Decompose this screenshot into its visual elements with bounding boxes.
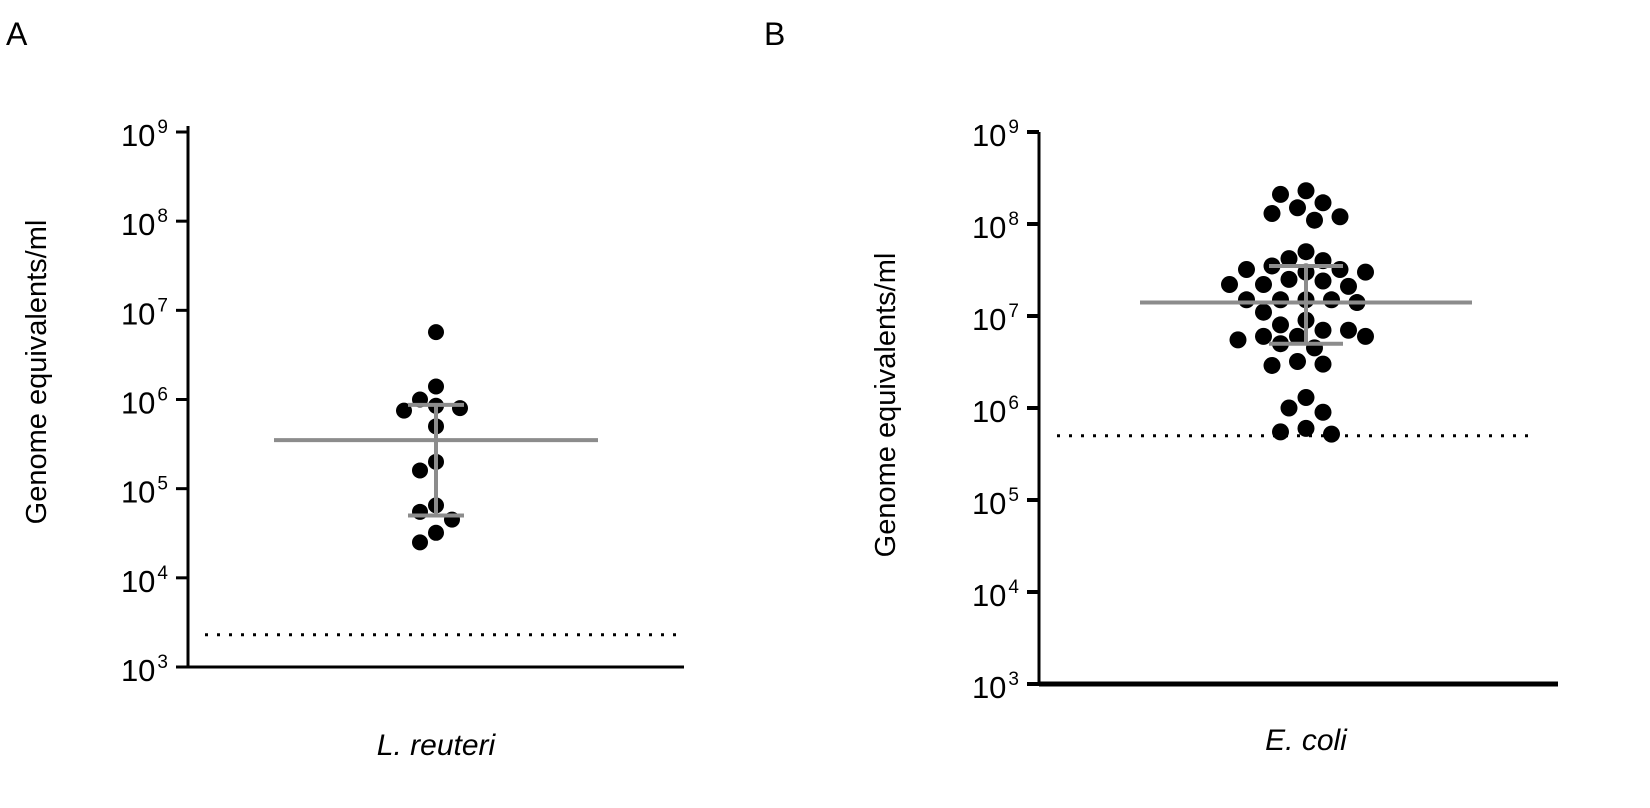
data-point: [1314, 194, 1332, 212]
y-tick-label-exponent: 4: [1008, 577, 1019, 598]
data-point: [1323, 291, 1340, 309]
y-tick-label-base: 10: [972, 486, 1006, 521]
y-tick-label-base: 10: [972, 670, 1006, 705]
y-tick-label: 10 7: [972, 301, 1019, 337]
y-tick-label-exponent: 9: [1008, 117, 1019, 138]
y-tick-label: 10 4: [972, 577, 1019, 613]
data-point: [1255, 303, 1272, 321]
y-tick-label: 10 6: [972, 393, 1019, 429]
data-point: [1263, 205, 1281, 223]
data-point: [1238, 261, 1255, 279]
data-point: [1255, 275, 1272, 293]
data-point: [1229, 331, 1247, 349]
data-point: [1280, 270, 1298, 288]
data-point: [452, 400, 468, 417]
data-point: [428, 378, 444, 395]
data-point: [1289, 327, 1306, 345]
data-point: [428, 524, 444, 541]
data-point: [1255, 327, 1272, 345]
panel-b-median-iqr: [1140, 263, 1472, 346]
panel-b-data-points: [1221, 182, 1374, 443]
data-point: [1297, 389, 1315, 407]
y-tick-label-base: 10: [972, 394, 1006, 429]
panel-b-y-axis-label: Genome equivalents/ml: [870, 253, 902, 558]
y-tick-label-exponent: 5: [157, 474, 168, 495]
y-tick-label-exponent: 3: [157, 652, 168, 673]
y-tick-label-exponent: 8: [1008, 209, 1019, 230]
data-point: [1323, 425, 1340, 443]
y-tick-label-exponent: 9: [157, 117, 168, 138]
data-point: [1280, 250, 1298, 268]
data-point: [1340, 321, 1357, 339]
y-tick-label: 10 9: [972, 117, 1019, 153]
y-tick-label-base: 10: [121, 296, 155, 331]
data-point: [428, 324, 444, 341]
data-point: [1289, 199, 1306, 217]
y-tick-label-exponent: 7: [157, 295, 168, 316]
data-point: [1272, 185, 1289, 203]
data-point: [1314, 272, 1332, 290]
y-tick-label-exponent: 3: [1008, 669, 1019, 690]
y-tick-label-base: 10: [972, 302, 1006, 337]
data-point: [1297, 243, 1315, 261]
data-point: [1280, 399, 1298, 417]
data-point: [1272, 316, 1289, 334]
y-tick-label-exponent: 6: [157, 385, 168, 406]
data-point: [1297, 182, 1315, 200]
y-tick-label-exponent: 8: [157, 206, 168, 227]
y-tick-label-exponent: 4: [157, 563, 168, 584]
data-point: [1331, 208, 1349, 226]
panel-a: A Genome equivalents/ml L. reuteri 10 310…: [6, 16, 684, 762]
y-tick-label-base: 10: [121, 118, 155, 153]
data-point: [1272, 291, 1289, 309]
data-point: [1221, 275, 1238, 293]
data-point: [1314, 355, 1332, 373]
y-tick-label: 10 6: [121, 385, 168, 421]
y-tick-label-base: 10: [121, 653, 155, 688]
y-tick-label-base: 10: [972, 118, 1006, 153]
y-tick-label-base: 10: [121, 207, 155, 242]
data-point: [1263, 356, 1281, 374]
y-tick-label: 10 7: [121, 295, 168, 331]
panel-b-x-axis-label: E. coli: [1265, 724, 1348, 757]
y-tick-label: 10 8: [121, 206, 168, 242]
panel-a-median-iqr: [274, 402, 598, 518]
y-tick-label: 10 3: [121, 652, 168, 688]
y-tick-label: 10 8: [972, 209, 1019, 245]
panel-a-label: A: [6, 16, 28, 52]
y-tick-label: 10 4: [121, 563, 168, 599]
y-tick-label-base: 10: [121, 564, 155, 599]
y-tick-label: 10 9: [121, 117, 168, 153]
data-point: [1357, 327, 1374, 345]
y-tick-label-base: 10: [121, 386, 155, 421]
data-point: [412, 534, 428, 551]
data-point: [1314, 403, 1332, 421]
panel-a-x-axis-label: L. reuteri: [377, 729, 497, 762]
data-point: [1306, 211, 1323, 229]
data-point: [1272, 423, 1289, 441]
data-point: [412, 462, 428, 479]
data-point: [1297, 419, 1315, 437]
panel-a-y-axis-label: Genome equivalents/ml: [21, 220, 53, 525]
data-point: [1340, 277, 1357, 295]
data-point: [1357, 263, 1374, 281]
data-point: [1331, 261, 1349, 279]
y-tick-label-exponent: 6: [1008, 393, 1019, 414]
y-tick-label: 10 5: [972, 485, 1019, 521]
y-tick-label-base: 10: [121, 475, 155, 510]
y-tick-label-exponent: 5: [1008, 485, 1019, 506]
y-tick-label: 10 3: [972, 669, 1019, 705]
panel-b-label: B: [764, 16, 785, 52]
data-point: [1238, 291, 1255, 309]
data-point: [1289, 353, 1306, 371]
y-tick-label-base: 10: [972, 578, 1006, 613]
y-tick-label-base: 10: [972, 210, 1006, 245]
y-tick-label: 10 5: [121, 474, 168, 510]
data-point: [1314, 321, 1332, 339]
y-tick-label-exponent: 7: [1008, 301, 1019, 322]
